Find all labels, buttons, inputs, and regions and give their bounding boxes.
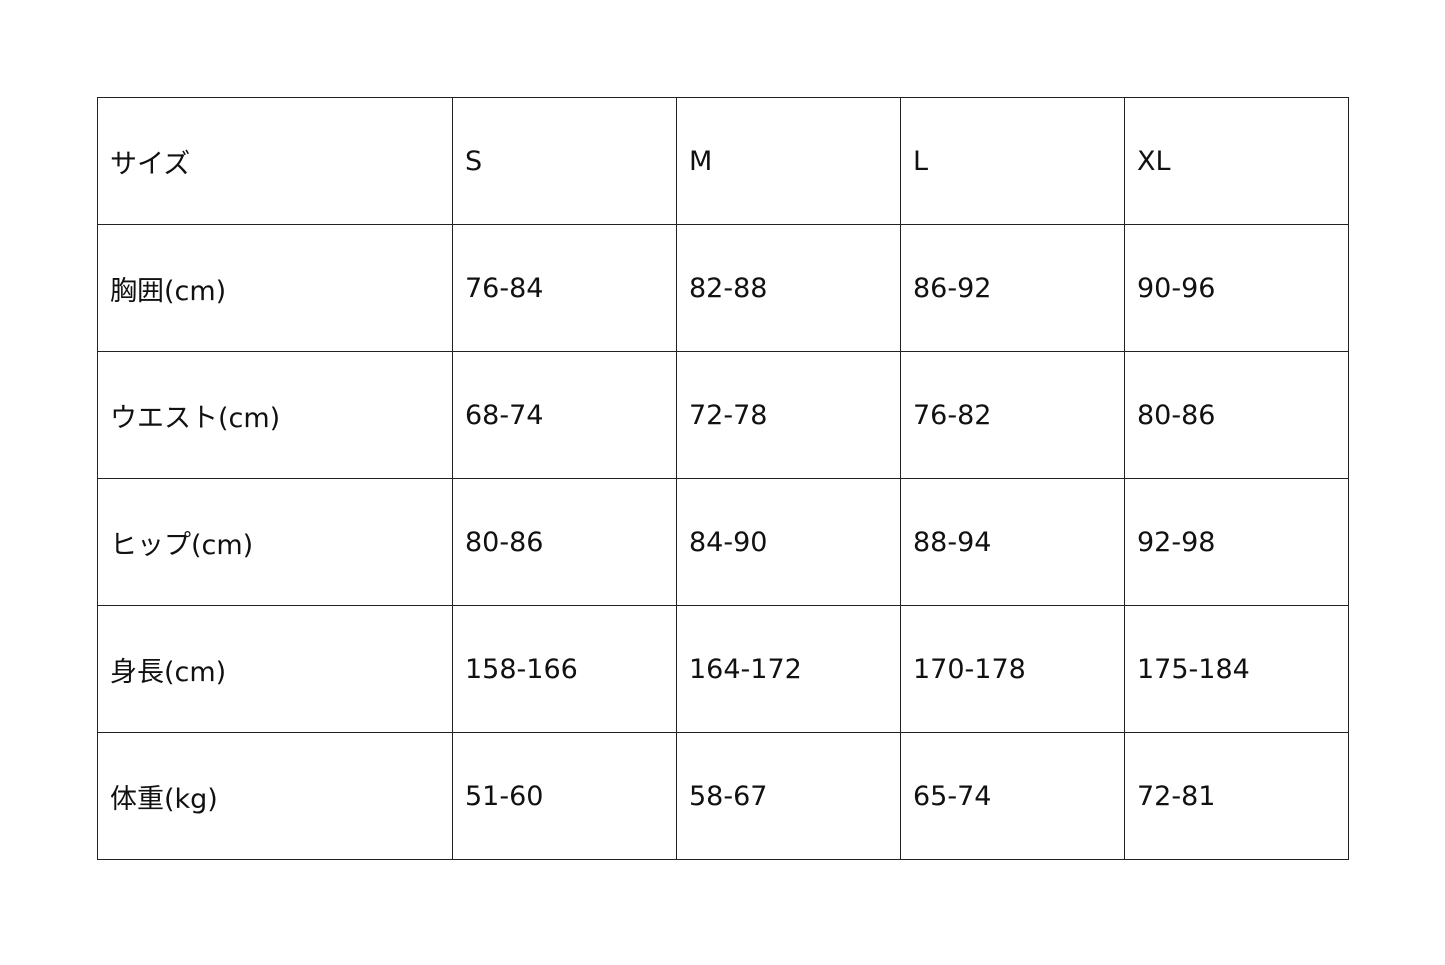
table-cell: 80-86 <box>1124 351 1349 479</box>
table-row: ウエスト(cm) 68-74 72-78 76-82 80-86 <box>97 351 1349 479</box>
table-cell: 72-81 <box>1124 732 1349 860</box>
table-cell: 68-74 <box>452 351 677 479</box>
table-cell: 90-96 <box>1124 224 1349 352</box>
table-cell: 80-86 <box>452 478 677 606</box>
table-cell: 76-82 <box>900 351 1125 479</box>
header-cell: XL <box>1124 97 1349 225</box>
row-label-cell: 胸囲(cm) <box>97 224 453 352</box>
table-cell: 58-67 <box>676 732 901 860</box>
table-cell: 164-172 <box>676 605 901 733</box>
header-row: サイズ S M L XL <box>97 97 1349 225</box>
table-cell: 92-98 <box>1124 478 1349 606</box>
table-cell: 158-166 <box>452 605 677 733</box>
table-cell: 175-184 <box>1124 605 1349 733</box>
table-cell: 88-94 <box>900 478 1125 606</box>
table-cell: 76-84 <box>452 224 677 352</box>
size-chart-table: サイズ S M L XL 胸囲(cm) 76-84 82-88 86-92 90-96 ウエスト(c… <box>97 97 1349 860</box>
table-cell: 84-90 <box>676 478 901 606</box>
table-cell: 170-178 <box>900 605 1125 733</box>
row-label-cell: ヒップ(cm) <box>97 478 453 606</box>
header-cell: S <box>452 97 677 225</box>
table-row: 体重(kg) 51-60 58-67 65-74 72-81 <box>97 732 1349 860</box>
header-cell: サイズ <box>97 97 453 225</box>
table-row: 身長(cm) 158-166 164-172 170-178 175-184 <box>97 605 1349 733</box>
header-cell: M <box>676 97 901 225</box>
row-label-cell: 身長(cm) <box>97 605 453 733</box>
table-cell: 82-88 <box>676 224 901 352</box>
row-label-cell: ウエスト(cm) <box>97 351 453 479</box>
table-cell: 86-92 <box>900 224 1125 352</box>
table-cell: 51-60 <box>452 732 677 860</box>
table-row: ヒップ(cm) 80-86 84-90 88-94 92-98 <box>97 478 1349 606</box>
table-cell: 65-74 <box>900 732 1125 860</box>
row-label-cell: 体重(kg) <box>97 732 453 860</box>
table-cell: 72-78 <box>676 351 901 479</box>
table-row: 胸囲(cm) 76-84 82-88 86-92 90-96 <box>97 224 1349 352</box>
header-cell: L <box>900 97 1125 225</box>
